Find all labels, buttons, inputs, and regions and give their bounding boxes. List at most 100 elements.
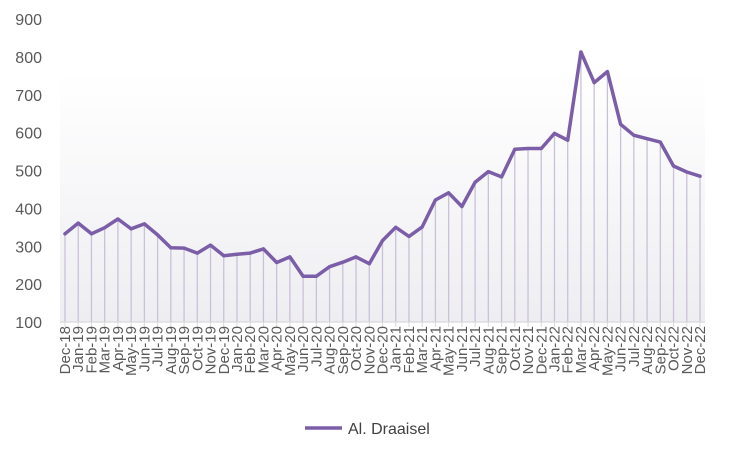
x-tick-label-dec-18: Dec-18 — [57, 326, 74, 374]
y-tick-label-200: 200 — [15, 277, 42, 294]
x-tick-label-aug-20: Aug-20 — [322, 326, 339, 374]
x-tick-label-apr-22: Apr-22 — [586, 326, 603, 371]
x-tick-label-may-20: May-20 — [282, 326, 299, 376]
data-point-feb-19 — [89, 232, 94, 236]
x-tick-label-jul-22: Jul-22 — [626, 326, 643, 367]
x-tick-label-oct-19: Oct-19 — [189, 326, 206, 371]
x-tick-label-oct-22: Oct-22 — [666, 326, 683, 371]
data-point-jul-21 — [473, 180, 477, 184]
x-tick-label-jun-20: Jun-20 — [295, 326, 312, 372]
x-tick-label-nov-21: Nov-21 — [520, 326, 537, 374]
data-point-jun-19 — [142, 222, 146, 226]
x-tick-label-mar-22: Mar-22 — [573, 326, 590, 374]
x-tick-label-mar-20: Mar-20 — [255, 326, 272, 374]
data-point-mar-21 — [420, 225, 424, 229]
x-tick-label-sep-22: Sep-22 — [652, 326, 669, 374]
x-tick-label-feb-20: Feb-20 — [242, 326, 259, 374]
x-tick-label-apr-21: Apr-21 — [427, 326, 444, 371]
legend-label-al-draaisel: Al. Draaisel — [348, 421, 430, 438]
x-tick-label-may-19: May-19 — [123, 326, 140, 376]
x-tick-label-dec-20: Dec-20 — [375, 326, 392, 374]
x-tick-label-feb-21: Feb-21 — [401, 326, 418, 374]
x-tick-label-apr-19: Apr-19 — [110, 326, 127, 371]
data-point-mar-22 — [579, 50, 583, 54]
x-tick-label-sep-21: Sep-21 — [494, 326, 511, 374]
x-tick-label-jun-19: Jun-19 — [136, 326, 153, 372]
data-point-jan-21 — [394, 225, 398, 229]
y-tick-label-900: 900 — [15, 12, 42, 29]
x-axis-ticks: Dec-18Jan-19Feb-19Mar-19Apr-19May-19Jun-… — [57, 326, 709, 376]
x-tick-label-may-21: May-21 — [441, 326, 458, 376]
data-point-aug-21 — [486, 170, 490, 174]
x-tick-label-mar-19: Mar-19 — [97, 326, 114, 374]
x-tick-label-dec-21: Dec-21 — [533, 326, 550, 374]
x-tick-label-dec-22: Dec-22 — [692, 326, 709, 374]
x-tick-label-oct-21: Oct-21 — [507, 326, 524, 371]
x-tick-label-jan-22: Jan-22 — [546, 326, 563, 372]
x-tick-label-jun-21: Jun-21 — [454, 326, 471, 372]
y-tick-label-600: 600 — [15, 126, 42, 143]
data-point-oct-19 — [195, 251, 199, 255]
x-tick-label-jun-22: Jun-22 — [613, 326, 630, 372]
y-tick-label-800: 800 — [15, 50, 42, 67]
x-tick-label-sep-20: Sep-20 — [335, 326, 352, 374]
data-point-may-21 — [447, 191, 451, 195]
series-group — [63, 50, 702, 278]
x-tick-label-feb-22: Feb-22 — [560, 326, 577, 374]
data-point-oct-21 — [513, 147, 517, 151]
data-point-jan-20 — [235, 252, 239, 256]
data-point-jul-19 — [156, 233, 160, 237]
x-tick-label-jul-19: Jul-19 — [150, 326, 167, 367]
data-point-nov-22 — [685, 170, 689, 174]
data-point-apr-20 — [275, 260, 279, 265]
data-point-nov-19 — [208, 243, 213, 247]
x-tick-label-jan-20: Jan-20 — [229, 326, 246, 372]
x-tick-label-jul-20: Jul-20 — [308, 326, 325, 367]
x-axis-tick-marks — [64, 322, 701, 327]
data-point-sep-21 — [499, 175, 504, 179]
data-point-dec-18 — [63, 232, 67, 236]
x-tick-label-jul-21: Jul-21 — [467, 326, 484, 367]
data-point-mar-19 — [103, 226, 107, 230]
x-tick-label-nov-20: Nov-20 — [361, 326, 378, 374]
x-tick-label-aug-19: Aug-19 — [163, 326, 180, 374]
x-tick-label-nov-22: Nov-22 — [679, 326, 696, 374]
data-point-dec-21 — [539, 146, 543, 151]
x-tick-label-aug-22: Aug-22 — [639, 326, 656, 374]
x-tick-label-may-22: May-22 — [599, 326, 616, 376]
data-point-oct-20 — [354, 255, 358, 259]
legend: Al. Draaisel — [305, 421, 430, 438]
data-point-jan-19 — [76, 221, 80, 225]
data-point-sep-20 — [341, 260, 345, 264]
data-point-jul-22 — [632, 133, 636, 137]
y-tick-label-700: 700 — [15, 88, 42, 105]
x-tick-label-apr-20: Apr-20 — [269, 326, 286, 371]
data-point-jan-22 — [552, 131, 557, 135]
y-axis-ticks: 100 200 300 400 500 600 700 800 900 — [15, 12, 42, 332]
x-tick-label-aug-21: Aug-21 — [480, 326, 497, 374]
x-tick-label-feb-19: Feb-19 — [83, 326, 100, 374]
data-point-jun-20 — [301, 274, 305, 278]
x-tick-label-jan-21: Jan-21 — [388, 326, 405, 372]
data-point-may-20 — [288, 255, 292, 259]
data-point-dec-22 — [698, 174, 702, 178]
data-point-nov-20 — [367, 262, 371, 266]
data-point-dec-19 — [222, 254, 226, 258]
data-point-dec-20 — [380, 238, 385, 243]
data-point-apr-21 — [433, 198, 438, 202]
y-tick-label-500: 500 — [15, 164, 42, 181]
data-point-jun-21 — [460, 204, 464, 209]
data-point-jul-20 — [314, 274, 318, 278]
data-point-nov-21 — [526, 146, 530, 151]
data-point-may-19 — [129, 227, 133, 231]
x-tick-label-sep-19: Sep-19 — [176, 326, 193, 374]
data-point-aug-22 — [645, 137, 649, 141]
data-point-feb-22 — [566, 138, 570, 142]
x-tick-label-nov-19: Nov-19 — [203, 326, 220, 374]
data-point-oct-22 — [671, 164, 676, 168]
y-tick-label-300: 300 — [15, 239, 42, 256]
data-point-aug-19 — [169, 246, 173, 250]
data-point-feb-21 — [407, 234, 411, 239]
x-tick-label-mar-21: Mar-21 — [414, 326, 431, 374]
